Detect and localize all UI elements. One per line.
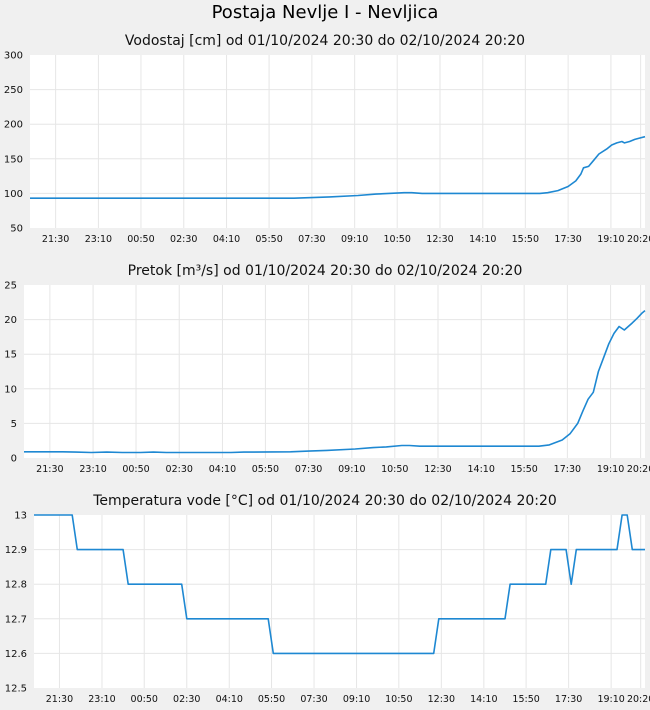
x-tick-label: 14:10 [470, 694, 497, 705]
y-tick-label: 20 [4, 315, 17, 326]
x-tick-label: 05:50 [252, 464, 279, 475]
x-tick-label: 12:30 [426, 234, 453, 245]
x-tick-label: 04:10 [216, 694, 243, 705]
x-tick-label: 10:50 [381, 464, 408, 475]
y-tick-label: 5 [11, 419, 17, 430]
x-tick-label: 12:30 [424, 464, 451, 475]
y-tick-label: 13 [14, 511, 27, 522]
x-tick-label: 04:10 [209, 464, 236, 475]
y-tick-label: 100 [4, 189, 23, 200]
y-tick-label: 50 [10, 224, 23, 235]
plot-area [24, 285, 645, 458]
y-tick-label: 300 [4, 51, 23, 62]
x-tick-label: 17:30 [554, 464, 581, 475]
y-tick-label: 12.6 [5, 649, 27, 660]
x-tick-label: 02:30 [166, 464, 193, 475]
chart-1: Vodostaj [cm] od 01/10/2024 20:30 do 02/… [4, 33, 650, 245]
x-tick-label: 07:30 [298, 234, 325, 245]
y-tick-label: 0 [11, 454, 17, 465]
y-tick-label: 250 [4, 85, 23, 96]
chart-title: Vodostaj [cm] od 01/10/2024 20:30 do 02/… [125, 33, 525, 49]
y-tick-label: 12.8 [5, 580, 27, 591]
chart-2: Pretok [m³/s] od 01/10/2024 20:30 do 02/… [4, 263, 650, 475]
x-tick-label: 12:30 [428, 694, 455, 705]
station-title: Postaja Nevlje I - Nevljica [211, 2, 439, 23]
x-tick-label: 17:30 [554, 234, 581, 245]
x-tick-label: 02:30 [173, 694, 200, 705]
x-tick-label: 19:10 [597, 694, 624, 705]
series-line [30, 135, 646, 199]
x-tick-label: 04:10 [213, 234, 240, 245]
x-tick-label: 23:10 [79, 464, 106, 475]
x-tick-label: 17:30 [555, 694, 582, 705]
y-tick-label: 12.7 [5, 614, 27, 625]
x-tick-label: 21:30 [42, 234, 69, 245]
chart-title: Pretok [m³/s] od 01/10/2024 20:30 do 02/… [128, 263, 523, 279]
x-tick-label: 05:50 [258, 694, 285, 705]
x-tick-label: 15:50 [512, 234, 539, 245]
x-tick-label: 14:10 [469, 234, 496, 245]
x-tick-label: 09:10 [341, 234, 368, 245]
y-tick-label: 25 [4, 281, 17, 292]
x-tick-label: 07:30 [295, 464, 322, 475]
x-tick-label: 00:50 [122, 464, 149, 475]
y-tick-label: 15 [4, 350, 17, 361]
x-tick-label: 15:50 [512, 694, 539, 705]
x-tick-label: 09:10 [338, 464, 365, 475]
x-tick-label: 19:10 [597, 234, 624, 245]
chart-3: Temperatura vode [°C] od 01/10/2024 20:3… [5, 493, 650, 705]
x-tick-label: 21:30 [36, 464, 63, 475]
x-tick-label: 15:50 [510, 464, 537, 475]
x-tick-label: 20:20 [627, 694, 650, 705]
x-tick-label: 20:20 [627, 464, 650, 475]
series-line [34, 514, 645, 655]
x-tick-label: 07:30 [300, 694, 327, 705]
x-tick-label: 10:50 [385, 694, 412, 705]
y-tick-label: 12.9 [5, 545, 27, 556]
x-tick-label: 02:30 [170, 234, 197, 245]
series-line [24, 309, 646, 454]
x-tick-label: 00:50 [131, 694, 158, 705]
y-tick-label: 12.5 [5, 684, 27, 695]
plot-area [34, 515, 645, 688]
y-tick-label: 10 [4, 384, 17, 395]
x-tick-label: 23:10 [85, 234, 112, 245]
x-tick-label: 23:10 [88, 694, 115, 705]
x-tick-label: 05:50 [255, 234, 282, 245]
x-tick-label: 09:10 [343, 694, 370, 705]
x-tick-label: 14:10 [468, 464, 495, 475]
plot-area [30, 55, 645, 228]
y-tick-label: 200 [4, 120, 23, 131]
chart-title: Temperatura vode [°C] od 01/10/2024 20:3… [92, 493, 557, 509]
y-tick-label: 150 [4, 154, 23, 165]
x-tick-label: 19:10 [597, 464, 624, 475]
x-tick-label: 21:30 [46, 694, 73, 705]
x-tick-label: 10:50 [384, 234, 411, 245]
x-tick-label: 00:50 [127, 234, 154, 245]
x-tick-label: 20:20 [627, 234, 650, 245]
